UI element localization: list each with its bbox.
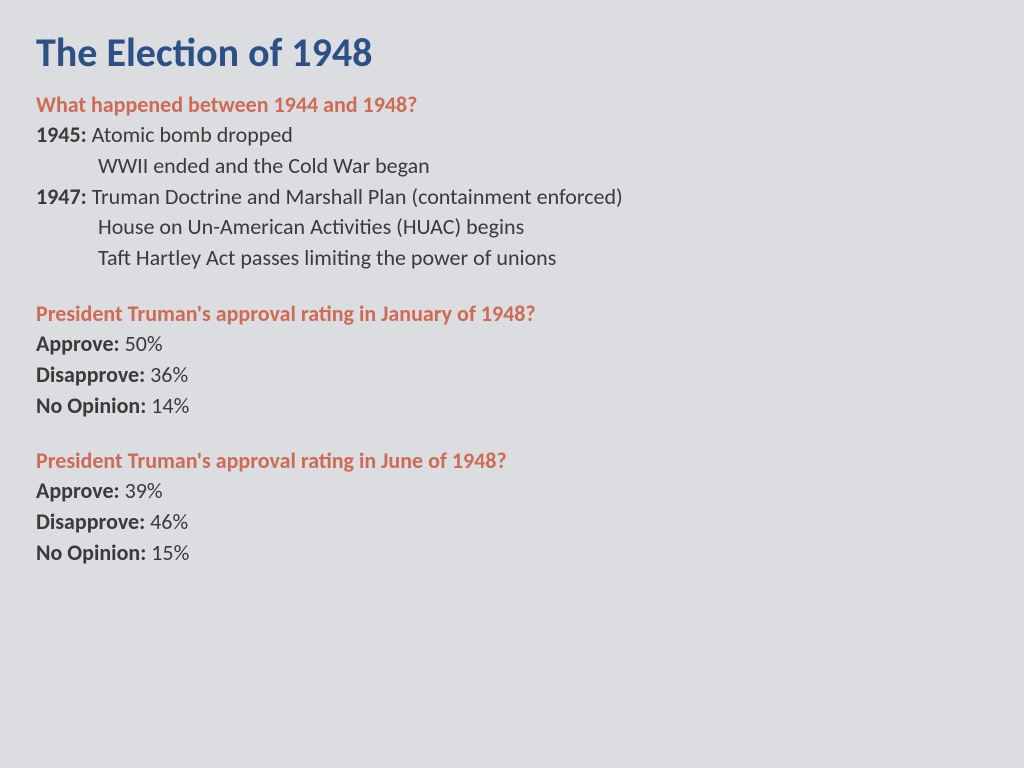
year-1947: 1947: <box>36 183 87 210</box>
january-noopinion: No Opinion: 14% <box>36 391 988 422</box>
event-1947-a: 1947: Truman Doctrine and Marshall Plan … <box>36 182 988 213</box>
june-noopinion-label: No Opinion: <box>36 539 146 566</box>
event-1945-b: WWII ended and the Cold War began <box>36 151 988 182</box>
event-1947-a-text: Truman Doctrine and Marshall Plan (conta… <box>92 183 623 210</box>
january-disapprove-label: Disapprove: <box>36 361 145 388</box>
january-approve-value: 50% <box>120 330 163 357</box>
june-heading: President Truman's approval rating in Ju… <box>36 447 988 474</box>
june-approve: Approve: 39% <box>36 476 988 507</box>
event-1947-b: House on Un-American Activities (HUAC) b… <box>36 212 988 243</box>
section-events: What happened between 1944 and 1948? 194… <box>36 91 988 274</box>
year-1945: 1945: <box>36 121 87 148</box>
january-heading: President Truman's approval rating in Ja… <box>36 300 988 327</box>
january-approve-label: Approve: <box>36 330 120 357</box>
june-approve-value: 39% <box>120 477 163 504</box>
june-disapprove-label: Disapprove: <box>36 508 145 535</box>
event-1945-a: 1945: Atomic bomb dropped <box>36 120 988 151</box>
events-heading: What happened between 1944 and 1948? <box>36 91 988 118</box>
january-noopinion-label: No Opinion: <box>36 392 146 419</box>
january-disapprove: Disapprove: 36% <box>36 360 988 391</box>
event-1947-c: Taft Hartley Act passes limiting the pow… <box>36 243 988 274</box>
slide-title: The Election of 1948 <box>36 28 988 77</box>
june-noopinion-value: 15% <box>146 539 189 566</box>
june-approve-label: Approve: <box>36 477 120 504</box>
event-1945-a-text: Atomic bomb dropped <box>92 121 293 148</box>
section-june-rating: President Truman's approval rating in Ju… <box>36 447 988 568</box>
section-january-rating: President Truman's approval rating in Ja… <box>36 300 988 421</box>
june-disapprove-value: 46% <box>145 508 188 535</box>
january-noopinion-value: 14% <box>146 392 189 419</box>
june-disapprove: Disapprove: 46% <box>36 507 988 538</box>
june-noopinion: No Opinion: 15% <box>36 538 988 569</box>
january-approve: Approve: 50% <box>36 329 988 360</box>
january-disapprove-value: 36% <box>145 361 188 388</box>
